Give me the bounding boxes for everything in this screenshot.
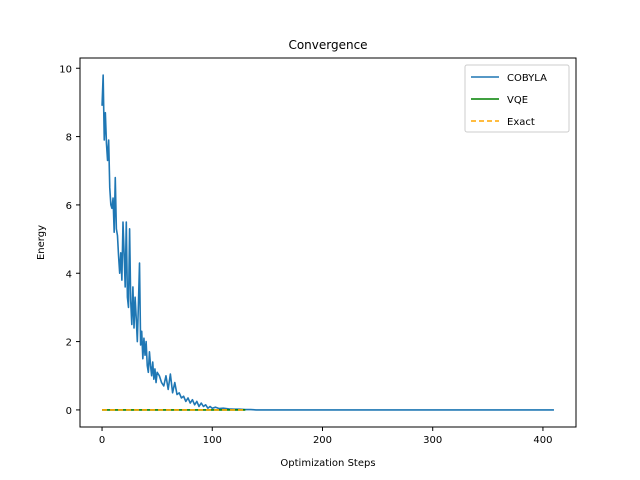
y-tick-label: 2	[66, 338, 72, 349]
y-tick-label: 6	[66, 201, 72, 212]
axis-ticks: 0 100 200 300 400 0 2 4 6 8 10	[59, 64, 552, 446]
chart-title: Convergence	[288, 38, 367, 52]
x-tick-label: 300	[423, 435, 442, 446]
legend-box	[464, 64, 570, 133]
y-tick-label: 0	[66, 406, 72, 417]
x-tick-label: 400	[533, 435, 552, 446]
legend: COBYLA VQE Exact	[464, 64, 570, 133]
y-tick-label: 10	[59, 64, 72, 75]
x-tick-label: 200	[313, 435, 332, 446]
legend-label-cobyla: COBYLA	[507, 73, 547, 84]
legend-label-vqe: VQE	[507, 95, 528, 106]
plot-area	[101, 74, 554, 411]
y-tick-label: 4	[66, 269, 72, 280]
x-tick-label: 0	[99, 435, 105, 446]
series-line-cobyla	[101, 74, 554, 411]
y-axis-label: Energy	[36, 225, 47, 260]
axes-frame	[79, 57, 577, 428]
x-tick-label: 100	[203, 435, 222, 446]
x-axis-label: Optimization Steps	[280, 458, 375, 469]
y-tick-label: 8	[66, 133, 72, 144]
legend-label-exact: Exact	[507, 117, 535, 128]
